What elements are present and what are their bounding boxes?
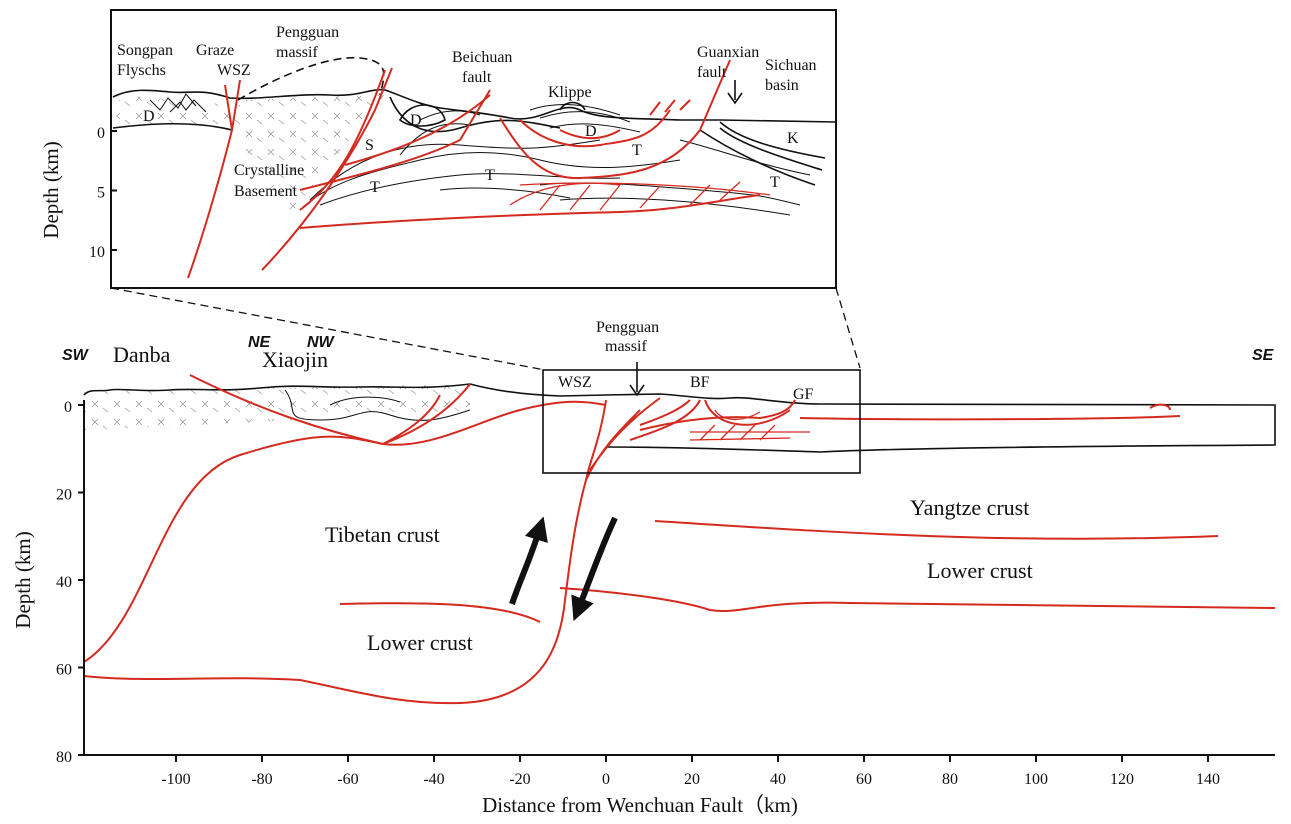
label: BF bbox=[690, 374, 710, 391]
label: Beichuan bbox=[452, 49, 512, 66]
label: fault bbox=[462, 69, 492, 86]
label: massif bbox=[276, 44, 318, 61]
label: Graze bbox=[196, 42, 234, 59]
y-tick-label: 60 bbox=[56, 662, 72, 679]
y-tick-label: 40 bbox=[56, 574, 72, 591]
y-tick-label: 0 bbox=[64, 399, 72, 416]
fault-guanxian bbox=[500, 60, 730, 178]
x-tick-label: -100 bbox=[161, 771, 190, 788]
x-tick-label: 120 bbox=[1110, 771, 1134, 788]
x-tick-label: -20 bbox=[509, 771, 530, 788]
x-tick-label: -60 bbox=[337, 771, 358, 788]
x-tick-label: 140 bbox=[1196, 771, 1220, 788]
label: Crystalline bbox=[234, 162, 304, 179]
label: T bbox=[770, 174, 780, 191]
y-tick-label: 0 bbox=[97, 125, 105, 142]
inset: Songpan Flyschs Graze WSZ Pengguan massi… bbox=[39, 10, 836, 288]
x-tick-label: 100 bbox=[1024, 771, 1048, 788]
label: D bbox=[410, 112, 422, 129]
label: Guanxian bbox=[697, 44, 759, 61]
label: Flyschs bbox=[117, 62, 166, 79]
label: S bbox=[365, 137, 374, 154]
fault bbox=[586, 398, 1180, 480]
label: T bbox=[485, 167, 495, 184]
y-axis-label: Depth (km) bbox=[39, 141, 63, 238]
y-tick-label: 10 bbox=[89, 244, 105, 261]
arrow-down bbox=[578, 518, 615, 610]
label: Tibetan crust bbox=[325, 522, 440, 547]
label: D bbox=[585, 123, 597, 140]
yangtze-crust-line bbox=[655, 521, 1218, 539]
label: Pengguan bbox=[596, 319, 659, 336]
label: Sichuan bbox=[765, 57, 817, 74]
label: D bbox=[143, 108, 155, 125]
label: Lower crust bbox=[927, 558, 1033, 583]
label: Songpan bbox=[117, 42, 173, 59]
x-tick-label: 0 bbox=[602, 771, 610, 788]
x-tick-label: -40 bbox=[423, 771, 444, 788]
y-tick-label: 80 bbox=[56, 749, 72, 766]
label: Lower crust bbox=[367, 630, 473, 655]
x-tick-label: 40 bbox=[770, 771, 786, 788]
label: T bbox=[632, 142, 642, 159]
y-axis-label: Depth (km) bbox=[11, 531, 35, 628]
label: Yangtze crust bbox=[910, 495, 1029, 520]
figure: Songpan Flyschs Graze WSZ Pengguan massi… bbox=[0, 0, 1291, 824]
x-tick-label: 20 bbox=[684, 771, 700, 788]
label: Klippe bbox=[548, 84, 592, 101]
wenchuan-fault bbox=[84, 400, 606, 703]
basement bbox=[115, 95, 232, 130]
label: Basement bbox=[234, 183, 298, 200]
main-section: SW Danba NE NW Xiaojin Pengguan massif W… bbox=[11, 319, 1275, 817]
eroded-massif bbox=[238, 58, 384, 100]
label: basin bbox=[765, 77, 799, 94]
basement bbox=[84, 385, 470, 430]
label: T bbox=[370, 179, 380, 196]
label: Danba bbox=[113, 342, 171, 367]
label: SW bbox=[62, 347, 90, 364]
label: K bbox=[787, 130, 799, 147]
label: fault bbox=[697, 64, 727, 81]
label: GF bbox=[793, 386, 814, 403]
lower-crust-boundary bbox=[560, 588, 1275, 611]
x-tick-label: 60 bbox=[856, 771, 872, 788]
label: WSZ bbox=[217, 62, 251, 79]
x-axis-label: Distance from Wenchuan Fault（km) bbox=[482, 793, 798, 817]
x-tick-label: 80 bbox=[942, 771, 958, 788]
zoom-lines bbox=[111, 288, 860, 370]
label: massif bbox=[605, 338, 647, 355]
arrow bbox=[630, 362, 644, 395]
label: Xiaojin bbox=[262, 347, 328, 372]
y-tick-label: 5 bbox=[97, 185, 105, 202]
label: SE bbox=[1252, 347, 1275, 364]
arrow-up bbox=[512, 528, 540, 604]
label: Pengguan bbox=[276, 24, 339, 41]
label: WSZ bbox=[558, 374, 592, 391]
arrow bbox=[728, 80, 742, 103]
x-tick-label: -80 bbox=[251, 771, 272, 788]
y-tick-label: 20 bbox=[56, 487, 72, 504]
lower-crust-boundary bbox=[340, 603, 540, 622]
